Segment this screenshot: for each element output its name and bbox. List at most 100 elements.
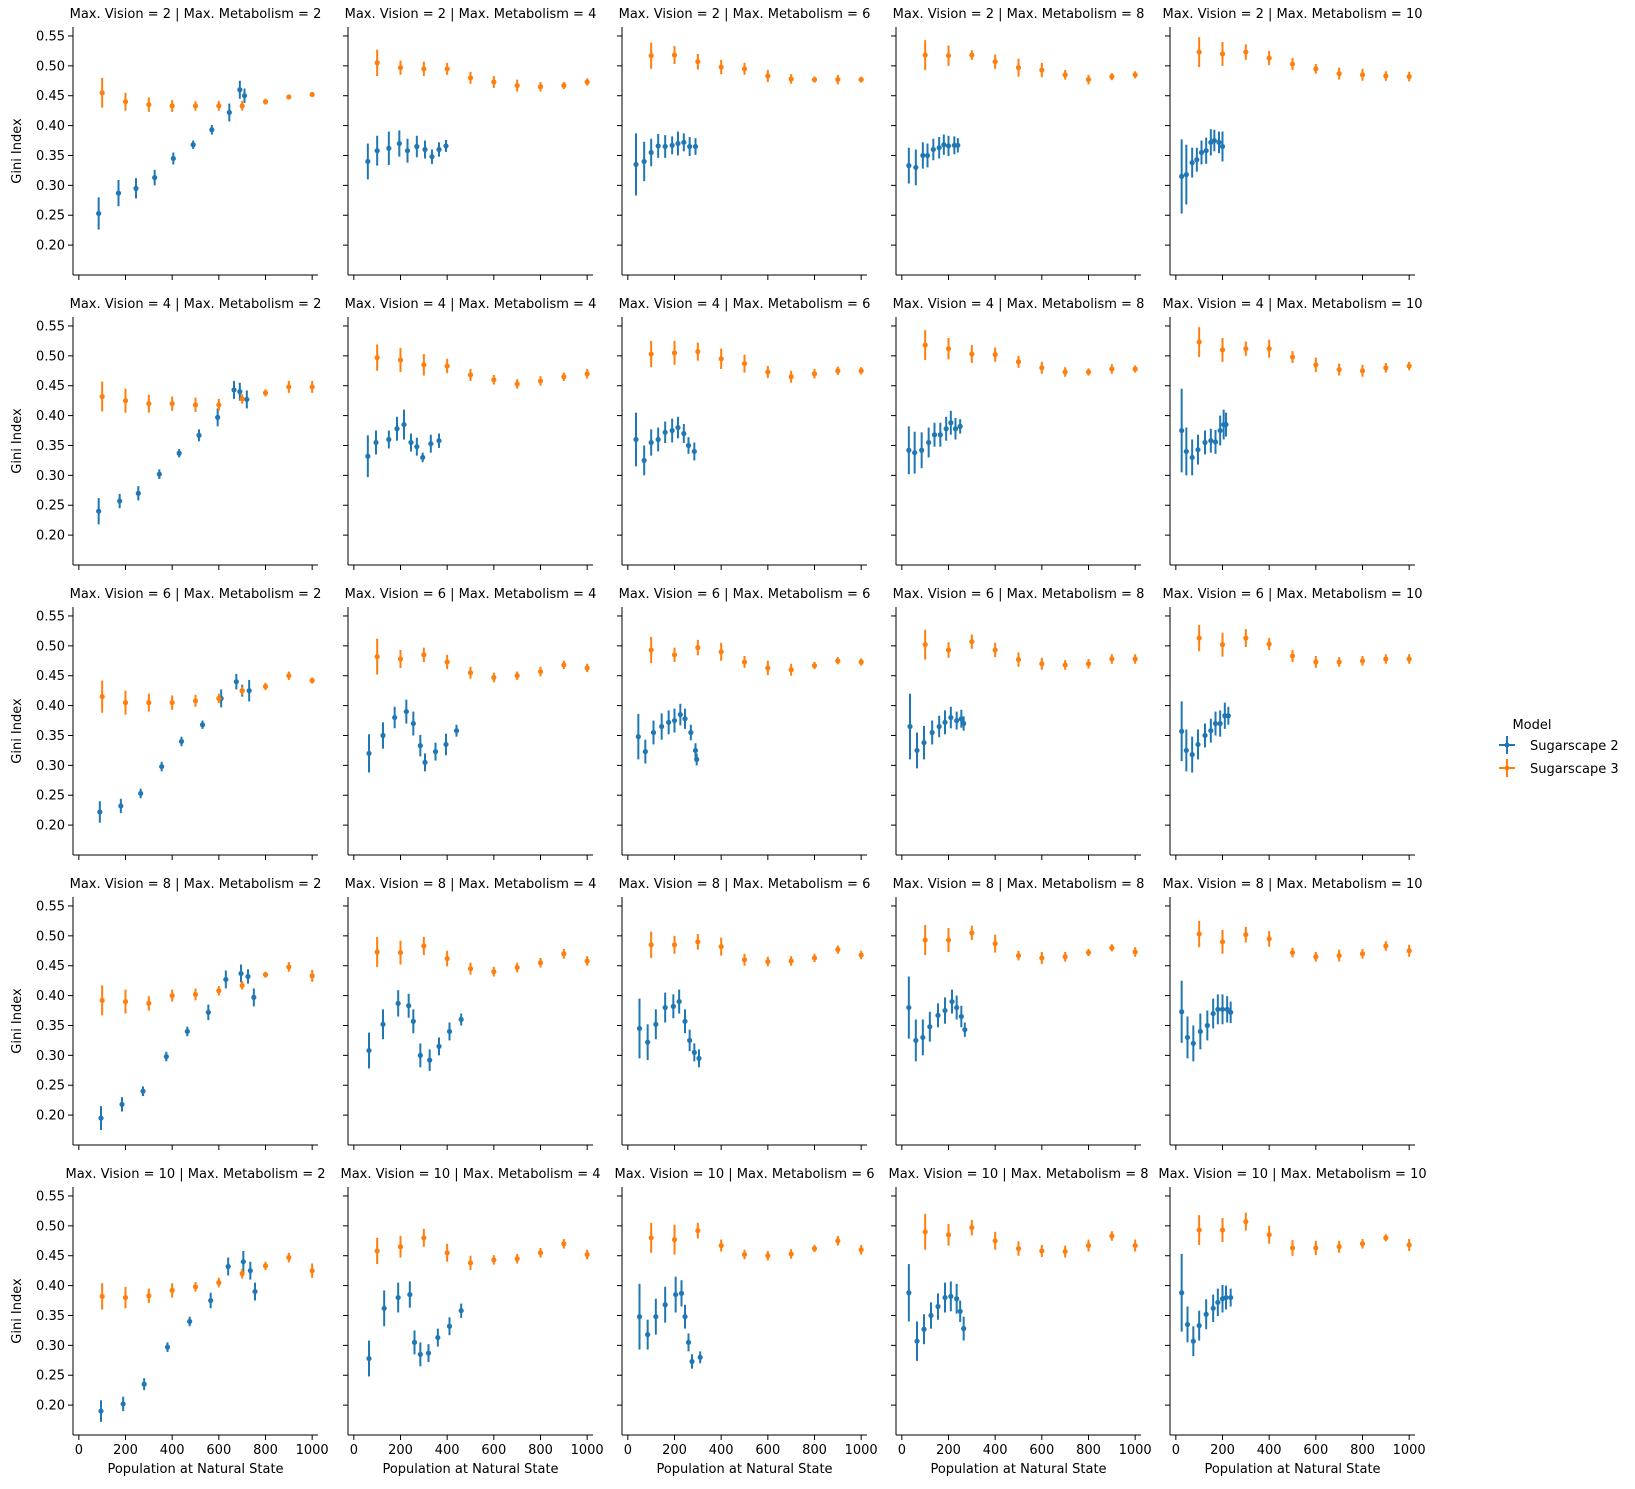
data-point [309, 973, 315, 979]
data-point [491, 1257, 497, 1263]
facet-title: Max. Vision = 10 | Max. Metabolism = 6 [615, 1167, 875, 1182]
data-point [633, 436, 639, 443]
data-point [245, 973, 251, 980]
data-point [453, 728, 460, 734]
data-point [1223, 421, 1229, 428]
data-point [115, 190, 122, 196]
data-point [443, 143, 449, 149]
data-point [919, 447, 925, 453]
data-point [645, 1332, 651, 1338]
data-point [835, 946, 841, 953]
data-point [685, 1339, 692, 1345]
y-tick-label: 0.40 [36, 409, 65, 424]
data-point [1179, 1009, 1185, 1015]
x-axis-label: Population at Natural State [382, 1462, 558, 1477]
series-sugarscape-2 [633, 412, 697, 476]
data-point [414, 444, 420, 450]
series-sugarscape-3 [374, 49, 590, 92]
facet-title: Max. Vision = 6 | Max. Metabolism = 4 [345, 587, 597, 602]
data-point [636, 1314, 643, 1320]
y-tick-label: 0.30 [36, 1049, 65, 1064]
data-point [927, 1024, 933, 1030]
data-point [1210, 1305, 1216, 1311]
data-point [1313, 1245, 1319, 1251]
data-point [537, 1250, 544, 1256]
data-point [159, 763, 165, 770]
data-point [407, 1291, 413, 1298]
data-point [969, 930, 975, 936]
data-point [467, 372, 474, 378]
data-point [694, 756, 700, 762]
data-point [675, 424, 681, 431]
series-sugarscape-3 [1196, 37, 1412, 82]
y-tick-label: 0.25 [36, 1369, 65, 1384]
facet-panel-v10-m8: Max. Vision = 10 | Max. Metabolism = 8 0 2… [889, 1167, 1152, 1477]
data-point [537, 378, 544, 384]
data-point [676, 998, 682, 1005]
series-sugarscape-2 [365, 130, 449, 180]
data-point [912, 450, 918, 456]
y-tick-label: 0.45 [36, 1249, 65, 1264]
data-point [406, 1003, 412, 1009]
data-point [366, 1355, 372, 1362]
data-point [1203, 148, 1209, 154]
x-axis-label: Population at Natural State [930, 1462, 1106, 1477]
data-point [411, 1339, 418, 1345]
y-tick-label: 0.40 [36, 699, 65, 714]
data-point [251, 994, 257, 1000]
data-point [178, 738, 185, 745]
data-point [687, 1037, 693, 1044]
data-point [1336, 952, 1342, 959]
data-point [262, 972, 269, 978]
data-point [397, 656, 404, 662]
data-point [514, 381, 520, 387]
legend-marker-sugarscape-3-dot [1504, 765, 1510, 771]
x-tick-label: 1000 [571, 1443, 604, 1458]
data-point [935, 1303, 941, 1310]
data-point [941, 142, 947, 148]
y-tick-label: 0.50 [36, 929, 65, 944]
data-point [1109, 945, 1115, 951]
data-point [309, 1268, 315, 1274]
data-point [1132, 656, 1138, 662]
data-point [208, 1297, 214, 1304]
data-point [1196, 339, 1202, 345]
data-point [655, 436, 661, 443]
data-point [907, 723, 913, 730]
data-point [1203, 1311, 1209, 1317]
series-sugarscape-3 [1196, 624, 1412, 668]
data-point [929, 729, 935, 736]
data-point [1039, 365, 1045, 371]
data-point [682, 1314, 688, 1320]
data-point [718, 1242, 724, 1249]
data-point [945, 1232, 952, 1238]
facet-title: Max. Vision = 6 | Max. Metabolism = 6 [619, 587, 871, 602]
data-point [1202, 439, 1208, 446]
data-point [1313, 66, 1319, 72]
data-point [99, 1293, 105, 1299]
data-point [765, 73, 771, 79]
data-point [695, 645, 701, 651]
y-tick-label: 0.25 [36, 209, 65, 224]
data-point [922, 1229, 928, 1235]
facet-panel-v4-m2: Max. Vision = 4 | Max. Metabolism = 2 0.2… [10, 297, 321, 570]
data-point [122, 998, 129, 1005]
data-point [1383, 365, 1389, 371]
data-point [436, 146, 442, 153]
data-point [1359, 1241, 1366, 1247]
data-point [286, 673, 292, 679]
data-point [444, 955, 450, 962]
data-point [246, 688, 252, 694]
data-point [1197, 1028, 1203, 1035]
series-sugarscape-3 [99, 1252, 315, 1310]
data-point [691, 448, 697, 455]
series-sugarscape-3 [99, 380, 315, 413]
data-point [192, 698, 199, 704]
series-sugarscape-2 [1179, 129, 1226, 214]
data-point [117, 498, 123, 504]
data-point [961, 1326, 967, 1332]
data-point [1406, 1242, 1412, 1248]
facet-title: Max. Vision = 8 | Max. Metabolism = 10 [1163, 877, 1423, 892]
data-point [491, 674, 497, 681]
data-point [239, 1271, 245, 1277]
